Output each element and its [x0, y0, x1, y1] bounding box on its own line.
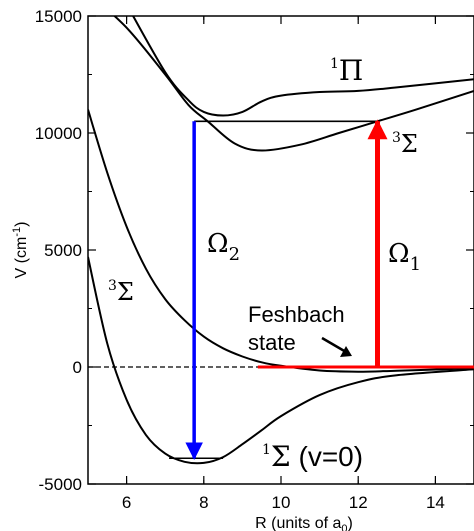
omega1-label: Ω1	[388, 239, 421, 275]
potential-curve-1	[131, 16, 474, 117]
y-axis-title: V (cm-1)	[11, 222, 30, 279]
potential-curve-2	[88, 109, 474, 373]
y-tick-label--5000: -5000	[39, 475, 82, 494]
energy-levels	[169, 120, 474, 460]
x-tick-label-6: 6	[122, 493, 131, 512]
y-tick-label-10000: 10000	[35, 124, 82, 143]
x-tick-label-12: 12	[349, 493, 368, 512]
ground-state-label: 1Σ (v=0)	[262, 440, 363, 473]
y-tick-label-15000: 15000	[35, 7, 82, 26]
feshbach-pointer-arrow	[321, 336, 352, 357]
pi-state-label: 1Π	[330, 54, 363, 87]
sigma3-lower-label: 3Σ	[108, 278, 134, 306]
x-tick-label-8: 8	[199, 493, 208, 512]
feshbach-label-line2: state	[248, 330, 296, 355]
x-axis-title: R (units of a0)	[255, 515, 353, 531]
y-tick-label-5000: 5000	[44, 241, 82, 260]
sigma3-upper-label: 3Σ	[392, 130, 418, 158]
feshbach-label-line1: Feshbach	[248, 302, 345, 327]
x-tick-label-14: 14	[426, 493, 445, 512]
axis-ticks: 6 8 10 12 14 -5000 0 5000 10000 15000	[35, 7, 474, 512]
transition-arrows	[185, 119, 388, 461]
potential-curves	[88, 16, 474, 465]
y-tick-label-0: 0	[73, 358, 82, 377]
potential-curve-3	[88, 256, 474, 465]
omega2-label: Ω2	[207, 229, 240, 265]
x-tick-label-10: 10	[272, 493, 291, 512]
